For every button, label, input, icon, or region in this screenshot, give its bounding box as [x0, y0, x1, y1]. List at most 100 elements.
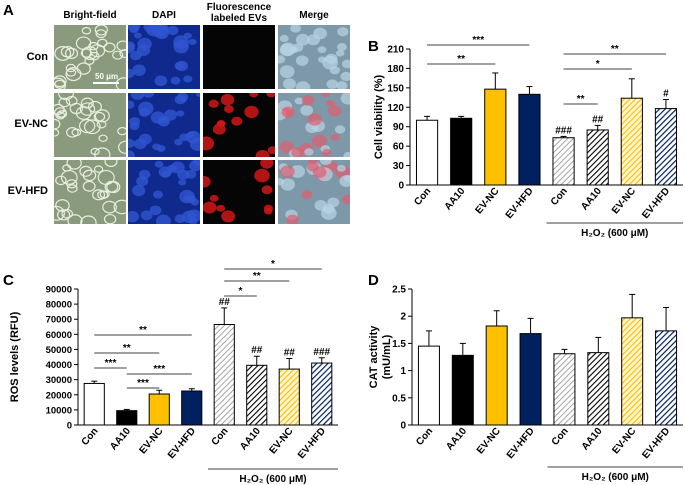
category-label: AA10 — [579, 186, 604, 213]
hash-label: # — [663, 89, 669, 100]
bar-5 — [553, 353, 576, 426]
category-label: EV-NC — [475, 426, 503, 456]
y-tick-label: 0.5 — [392, 393, 406, 404]
y-tick-label: 2.5 — [392, 285, 406, 296]
category-label: Con — [210, 426, 231, 448]
y-tick-label: 90 — [393, 122, 405, 133]
y-tick-label: 150 — [387, 83, 404, 94]
y-tick-label: 2 — [400, 312, 406, 323]
bar-2 — [451, 354, 474, 426]
category-label: EV-HFD — [504, 186, 536, 221]
significance-label: * — [596, 59, 600, 70]
bar-2 — [450, 117, 473, 186]
y-tick-label: 70000 — [46, 315, 72, 326]
significance-label: *** — [153, 364, 165, 375]
col-header-dapi: DAPI — [152, 10, 176, 21]
category-label: EV-NC — [474, 186, 502, 216]
y-tick-label: 90000 — [46, 285, 72, 296]
bar-5 — [213, 324, 235, 426]
significance-label: *** — [137, 378, 149, 389]
bar-6 — [586, 129, 609, 186]
category-label: EV-HFD — [640, 426, 672, 461]
y-tick-label: 50000 — [46, 345, 72, 356]
y-tick-label: 60000 — [46, 330, 72, 341]
hash-label: ## — [284, 348, 296, 359]
panel-a-letter: A — [3, 2, 14, 19]
significance-label: ** — [253, 271, 261, 282]
micrograph-con-merge — [278, 25, 350, 89]
category-label: EV-NC — [137, 426, 165, 456]
y-tick-label: 0 — [398, 181, 404, 192]
cell-viability-chart: 0 30 60 90 120 150 180 210 Cell viability (%) Con… — [373, 35, 683, 239]
y-tick-label: 1.5 — [392, 339, 406, 350]
bar-7 — [278, 368, 300, 426]
category-label: Con — [414, 426, 435, 448]
micrograph-evhfd-dapi — [128, 160, 200, 224]
micrograph-evhfd-merge — [278, 160, 350, 224]
col-header-brightfield: Bright-field — [63, 10, 117, 21]
bar-2 — [116, 410, 138, 426]
scale-bar — [93, 82, 119, 84]
scale-bar-label: 50 μm — [95, 72, 119, 81]
y-axis-label: Cell viability (%) — [373, 74, 385, 159]
significance-label: ** — [457, 54, 465, 65]
significance-label: * — [239, 286, 243, 297]
category-label: AA10 — [443, 186, 468, 213]
significance-label: *** — [472, 35, 484, 46]
bar-6 — [587, 352, 610, 426]
bar-8 — [311, 362, 333, 426]
hash-label: ## — [251, 345, 263, 356]
micrograph-evnc-dapi — [128, 93, 200, 157]
micrograph-con-brightfield — [54, 25, 126, 89]
group-label: H₂O₂ (600 μM) — [239, 474, 306, 485]
panel-b-letter: B — [368, 38, 379, 55]
significance-label: ** — [139, 325, 147, 336]
y-tick-label: 1 — [400, 366, 406, 377]
bar-5 — [552, 137, 575, 186]
panel-d-letter: D — [368, 272, 379, 289]
bar-1 — [83, 382, 105, 426]
bar-8 — [654, 108, 678, 186]
category-label: EV-HFD — [166, 426, 198, 461]
y-tick-label: 10000 — [46, 405, 72, 416]
bar-3 — [485, 325, 508, 426]
category-label: EV-NC — [267, 426, 295, 456]
hash-label: ## — [219, 297, 231, 308]
y-tick-label: 80000 — [46, 300, 72, 311]
col-header-fluorescence: Fluorescence labeled EVs — [206, 2, 272, 24]
bar-1 — [415, 119, 439, 186]
significance-label: ** — [123, 343, 131, 354]
row-header-evhfd: EV-HFD — [7, 185, 48, 197]
bar-1 — [417, 345, 440, 426]
significance-label: *** — [105, 358, 117, 369]
significance-label: * — [271, 259, 275, 270]
y-tick-label: 0 — [400, 421, 406, 432]
bar-4 — [181, 390, 203, 426]
y-tick-label: 60 — [393, 142, 405, 153]
y-tick-label: 30 — [393, 161, 405, 172]
y-tick-label: 0 — [67, 421, 72, 432]
category-label: Con — [412, 186, 433, 208]
bar-6 — [246, 364, 268, 426]
panel-c-letter: C — [3, 272, 14, 289]
hash-label: ## — [592, 114, 604, 125]
bar-8 — [655, 330, 678, 426]
category-label: EV-NC — [610, 426, 638, 456]
micrograph-evhfd-brightfield — [54, 160, 126, 224]
category-label: EV-HFD — [296, 426, 328, 461]
micrograph-evnc-fluorescence — [203, 93, 275, 157]
bar-7 — [620, 97, 643, 186]
significance-label: ** — [611, 44, 619, 55]
y-tick-label: 210 — [387, 45, 404, 56]
y-tick-label: 40000 — [46, 360, 72, 371]
category-label: AA10 — [238, 426, 263, 453]
bar-7 — [621, 317, 644, 426]
y-axis-label: CAT activity(mU/mL) — [368, 325, 393, 389]
category-label: Con — [549, 186, 570, 208]
y-tick-label: 20000 — [46, 390, 72, 401]
bar-4 — [519, 333, 542, 426]
category-label: EV-HFD — [640, 186, 672, 221]
col-header-merge: Merge — [299, 10, 329, 21]
category-label: EV-HFD — [505, 426, 537, 461]
